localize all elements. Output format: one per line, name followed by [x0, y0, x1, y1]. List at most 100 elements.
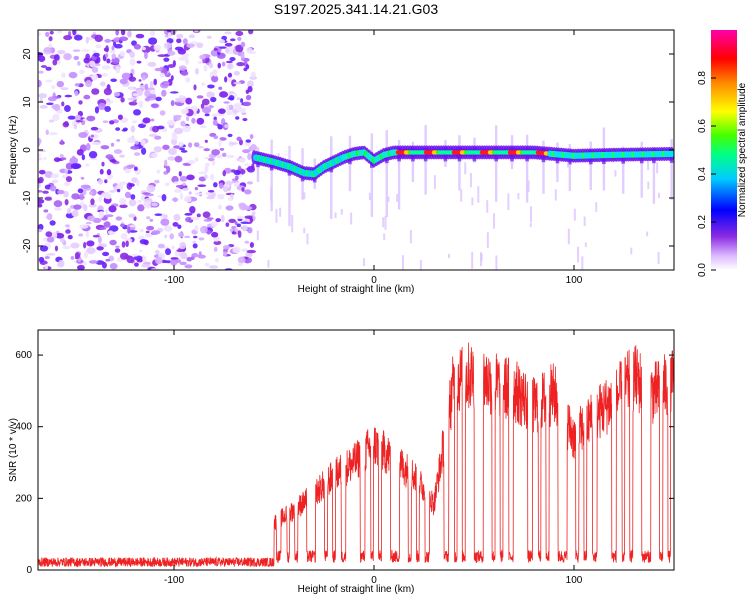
noise-blob — [53, 103, 61, 112]
noise-blob — [98, 211, 105, 219]
noise-blob — [105, 209, 109, 214]
noise-blob — [140, 194, 145, 201]
noise-streak — [646, 231, 649, 237]
noise-blob — [221, 61, 226, 67]
noise-blob — [164, 234, 168, 239]
noise-blob — [40, 65, 48, 68]
noise-blob — [196, 42, 204, 49]
noise-blob — [88, 191, 94, 196]
noise-blob — [213, 236, 220, 242]
noise-blob — [71, 211, 77, 217]
noise-blob — [131, 120, 138, 124]
noise-blob — [229, 38, 236, 42]
noise-blob — [78, 131, 88, 138]
x-tick-label: 0 — [371, 275, 377, 286]
noise-streak — [554, 189, 557, 201]
noise-blob — [240, 98, 244, 103]
noise-blob — [113, 91, 121, 97]
noise-streak — [647, 155, 650, 171]
noise-blob — [125, 240, 129, 248]
y-tick-label: 10 — [22, 96, 33, 108]
noise-blob — [61, 101, 65, 107]
colorbar-tick-label: 0.4 — [697, 167, 708, 181]
noise-blob — [90, 126, 99, 131]
noise-blob — [244, 215, 253, 219]
noise-blob — [213, 116, 217, 121]
noise-streak — [630, 247, 633, 255]
noise-blob — [154, 67, 163, 72]
noise-blob — [148, 37, 158, 45]
noise-blob — [86, 240, 95, 247]
noise-blob — [247, 152, 252, 161]
noise-blob — [236, 136, 242, 142]
noise-blob — [188, 34, 195, 39]
noise-blob — [114, 248, 121, 253]
noise-blob — [70, 256, 75, 260]
noise-blob — [185, 116, 190, 122]
noise-blob — [146, 225, 155, 231]
noise-streak — [471, 197, 474, 206]
noise-blob — [108, 205, 117, 213]
noise-blob — [38, 176, 44, 184]
noise-blob — [166, 165, 171, 174]
track-streak — [568, 143, 572, 192]
noise-blob — [144, 97, 150, 102]
track-streak — [640, 141, 643, 198]
noise-blob — [211, 160, 216, 166]
noise-streak — [303, 192, 306, 200]
noise-blob — [186, 256, 193, 262]
noise-blob — [104, 38, 112, 43]
noise-streak — [419, 259, 422, 270]
noise-streak — [480, 253, 483, 261]
noise-streak — [303, 227, 306, 234]
noise-blob — [178, 231, 185, 238]
noise-blob — [113, 149, 123, 154]
noise-blob — [171, 175, 179, 184]
noise-streak — [583, 216, 586, 227]
noise-blob — [83, 94, 91, 100]
noise-blob — [208, 265, 219, 269]
noise-blob — [182, 187, 190, 191]
noise-blob — [48, 132, 58, 136]
noise-blob — [109, 190, 116, 193]
noise-blob — [177, 224, 182, 230]
noise-blob — [218, 39, 226, 44]
noise-blob — [67, 234, 73, 240]
noise-streak — [334, 212, 337, 219]
noise-blob — [99, 81, 106, 87]
noise-blob — [224, 76, 228, 83]
noise-blob — [154, 179, 160, 184]
noise-blob — [204, 174, 208, 180]
noise-blob — [45, 231, 53, 238]
noise-blob — [44, 263, 49, 270]
noise-blob — [129, 58, 136, 66]
noise-blob — [198, 237, 205, 241]
noise-blob — [50, 173, 60, 179]
noise-blob — [170, 100, 175, 107]
noise-blob — [171, 197, 179, 202]
noise-blob — [136, 258, 143, 263]
noise-blob — [83, 250, 89, 259]
noise-blob — [130, 125, 136, 133]
noise-blob — [220, 214, 225, 223]
noise-blob — [79, 224, 89, 229]
noise-blob — [64, 94, 73, 98]
noise-streak — [573, 208, 576, 221]
noise-blob — [157, 243, 165, 249]
noise-blob — [133, 44, 142, 50]
noise-blob — [201, 82, 206, 86]
noise-blob — [45, 66, 52, 71]
noise-blob — [57, 259, 65, 268]
noise-blob — [94, 106, 100, 114]
track-streak — [458, 135, 461, 191]
noise-blob — [86, 115, 96, 122]
noise-blob — [166, 38, 174, 44]
noise-blob — [221, 152, 227, 157]
noise-blob — [149, 218, 154, 222]
noise-blob — [179, 241, 187, 250]
noise-blob — [229, 142, 238, 145]
noise-blob — [233, 81, 242, 85]
noise-blob — [64, 181, 71, 187]
noise-blob — [64, 168, 68, 175]
noise-blob — [180, 252, 188, 260]
